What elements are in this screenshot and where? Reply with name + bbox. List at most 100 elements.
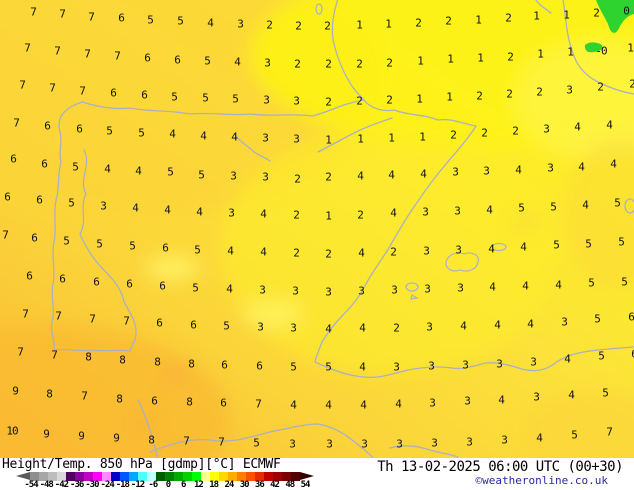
temp-value: 6 [631, 349, 634, 360]
coastline-path [53, 348, 131, 352]
scale-swatch [255, 472, 264, 481]
temp-value: 8 [186, 395, 193, 409]
temp-value: 4 [200, 129, 207, 143]
temp-value: 3 [426, 320, 433, 334]
scale-left-arrow-icon [16, 472, 30, 480]
scale-tick: 36 [254, 480, 265, 490]
temp-value: 1 [477, 51, 484, 65]
temp-value: 4 [207, 16, 214, 30]
temp-value: 1 [475, 13, 482, 27]
temp-value: 2 [481, 126, 488, 140]
temp-value: 3 [428, 359, 435, 373]
temp-value: 3 [457, 281, 464, 295]
temp-value: 6 [174, 53, 181, 67]
temp-value: 6 [76, 122, 83, 136]
temp-value: 3 [263, 93, 270, 107]
temp-value: 5 [63, 234, 70, 248]
temp-value: 4 [555, 278, 562, 292]
temp-value: 5 [550, 200, 557, 214]
coastline-path [535, 0, 552, 14]
temp-value: 5 [290, 360, 297, 374]
temp-value: 4 [606, 118, 613, 132]
temp-value: 2 [505, 11, 512, 25]
temp-value: 1 [325, 133, 332, 147]
temp-value: 7 [255, 397, 262, 411]
temp-value: 5 [171, 90, 178, 104]
scale-tick: -24 [100, 480, 114, 490]
temp-value: 2 [295, 19, 302, 33]
temp-value: 2 [512, 124, 519, 138]
temp-value: 3 [361, 437, 368, 451]
temp-value: 4 [290, 398, 297, 412]
temp-value: 1 [537, 47, 544, 61]
temp-value: 3 [431, 436, 438, 450]
temp-value: 6 [41, 157, 48, 171]
temp-value: 4 [420, 167, 427, 181]
temp-value: 2 [593, 6, 600, 20]
temp-value: 3 [293, 94, 300, 108]
island-formentera [410, 294, 419, 300]
temp-value: 4 [169, 127, 176, 141]
temp-value: 6 [31, 231, 38, 245]
temp-value: 4 [578, 160, 585, 174]
scale-tick: 30 [239, 480, 250, 490]
temp-value: 6 [159, 279, 166, 293]
temp-value: 4 [515, 163, 522, 177]
scale-tick: 6 [181, 480, 187, 490]
temp-value: 6 [162, 241, 169, 255]
temp-value: 8 [148, 433, 155, 447]
temp-value: 2 [390, 245, 397, 259]
temp-value: 4 [486, 203, 493, 217]
temp-value: 3 [326, 437, 333, 451]
temp-value: 5 [585, 237, 592, 251]
temp-value: 7 [81, 389, 88, 403]
temp-value: 4 [564, 352, 571, 366]
temp-value: 1 [447, 52, 454, 66]
cold-region-patch [584, 42, 603, 53]
temp-value: 1 [417, 54, 424, 68]
border-path [79, 149, 137, 352]
coastline-path [314, 346, 634, 379]
scale-swatch [111, 472, 120, 481]
temp-value: 3 [547, 161, 554, 175]
scale-swatch [102, 472, 111, 481]
scale-swatch [264, 472, 273, 481]
temp-value: 3 [237, 17, 244, 31]
coastline-path [81, 99, 365, 117]
temp-value: 1 [325, 209, 332, 223]
temp-value: 4 [164, 203, 171, 217]
temp-value: 6 [221, 358, 228, 372]
temp-value: 5 [194, 243, 201, 257]
temperature-shading-blobs [0, 0, 634, 458]
temp-value: 5 [223, 319, 230, 333]
scale-tick: -6 [148, 480, 158, 490]
scale-swatch [138, 472, 147, 481]
temp-value: 4 [360, 398, 367, 412]
temp-value: 5 [72, 160, 79, 174]
copyright-link[interactable]: ©weatheronline.co.uk [475, 474, 608, 487]
temp-value: 2 [476, 89, 483, 103]
scale-swatch [192, 472, 201, 481]
scale-swatch [183, 472, 192, 481]
scale-swatch [75, 472, 84, 481]
temp-value: 2 [450, 128, 457, 142]
scale-swatch [84, 472, 93, 481]
temp-value: 3 [396, 437, 403, 451]
temp-value: 4 [359, 360, 366, 374]
temp-value: 2 [415, 16, 422, 30]
coastline-path [149, 423, 374, 458]
temp-value: 4 [582, 198, 589, 212]
scale-tick: 0 [165, 480, 172, 490]
temp-value: 7 [84, 47, 91, 61]
temp-value: 5 [192, 281, 199, 295]
temp-value: 4 [260, 207, 267, 221]
temp-value: 6 [144, 51, 151, 65]
temp-value: 2 [294, 172, 301, 186]
island-mallorca [445, 252, 479, 272]
temp-value: 6 [151, 394, 158, 408]
temp-value: 5 [325, 360, 332, 374]
coastline-path [562, 0, 634, 95]
temp-value: 8 [154, 355, 161, 369]
river-path [233, 133, 271, 162]
